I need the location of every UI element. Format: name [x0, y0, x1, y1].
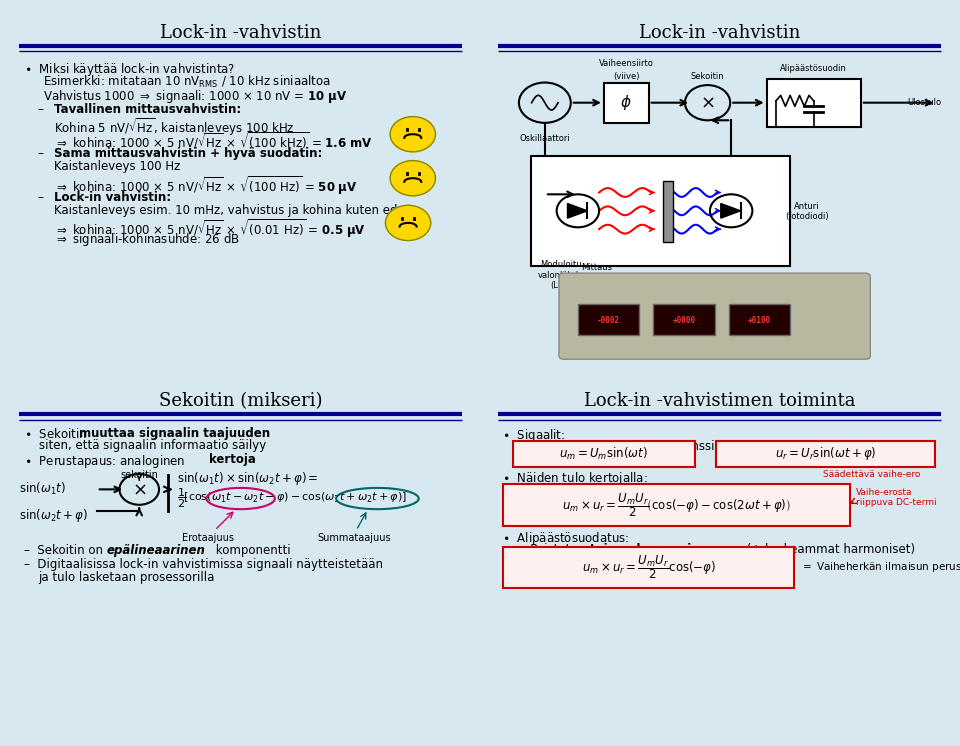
- Text: $\bullet$  Alipäästösuodatus:: $\bullet$ Alipäästösuodatus:: [502, 530, 630, 548]
- FancyBboxPatch shape: [604, 83, 649, 123]
- FancyBboxPatch shape: [662, 181, 673, 242]
- FancyBboxPatch shape: [654, 304, 714, 336]
- Text: –: –: [37, 147, 51, 160]
- Text: Kaistanleveys esim. 10 mHz, vahvistus ja kohina kuten ed.: Kaistanleveys esim. 10 mHz, vahvistus ja…: [55, 204, 401, 217]
- Text: $\phi$: $\phi$: [620, 93, 632, 112]
- Text: –  Erikoistapaus, koska molemmat samalla taajuudella: – Erikoistapaus, koska molemmat samalla …: [516, 483, 838, 496]
- FancyBboxPatch shape: [729, 304, 790, 336]
- Text: Kaistanleveys 100 Hz: Kaistanleveys 100 Hz: [55, 160, 180, 173]
- Text: Kohina 5 nV/$\sqrt{\mathrm{Hz}}$, kaistanleveys 100 kHz: Kohina 5 nV/$\sqrt{\mathrm{Hz}}$, kaista…: [55, 116, 295, 138]
- Text: $\sin(\omega_1 t)$: $\sin(\omega_1 t)$: [19, 481, 66, 498]
- Text: $\bullet$  Sigaalit:: $\bullet$ Sigaalit:: [502, 427, 565, 444]
- Text: –: –: [37, 103, 51, 116]
- Text: $\bullet$  Miksi käyttää lock-in vahvistinta?: $\bullet$ Miksi käyttää lock-in vahvisti…: [24, 60, 235, 78]
- Text: Erotaajuus: Erotaajuus: [181, 533, 233, 543]
- Text: siten, että signaalin informaatio säilyy: siten, että signaalin informaatio säilyy: [24, 439, 266, 452]
- Text: muuttaa signaalin taajuuden: muuttaa signaalin taajuuden: [80, 427, 271, 440]
- Text: ja tulo lasketaan prosessorilla: ja tulo lasketaan prosessorilla: [37, 571, 214, 583]
- Text: Lock-in -vahvistin: Lock-in -vahvistin: [160, 24, 322, 42]
- Text: –  Sekoitin on: – Sekoitin on: [24, 545, 107, 557]
- FancyBboxPatch shape: [503, 547, 794, 588]
- Text: $\times$: $\times$: [700, 94, 715, 112]
- Text: Sekoitin: Sekoitin: [691, 72, 725, 81]
- Text: $u_m \times u_r = \dfrac{U_m U_r}{2}\cos(-\varphi)$: $u_m \times u_r = \dfrac{U_m U_r}{2}\cos…: [582, 554, 716, 581]
- Text: Vaihe-erosta
riippuva DC-termi: Vaihe-erosta riippuva DC-termi: [856, 488, 937, 507]
- Text: $\times$: $\times$: [132, 480, 147, 498]
- Text: Lock-in vahvistin:: Lock-in vahvistin:: [55, 191, 172, 204]
- Text: $\Rightarrow$ kohina: 1000 $\times$ 5 nV/$\sqrt{\mathrm{Hz}}$ $\times$ $\sqrt{\m: $\Rightarrow$ kohina: 1000 $\times$ 5 nV…: [55, 130, 372, 151]
- Circle shape: [385, 205, 431, 240]
- Text: –  Poistetaan: – Poistetaan: [516, 543, 595, 557]
- Text: Lock-in -vahvistin: Lock-in -vahvistin: [638, 24, 800, 42]
- Text: (viive): (viive): [613, 72, 639, 81]
- Text: –: –: [37, 191, 51, 204]
- FancyBboxPatch shape: [513, 441, 695, 467]
- FancyBboxPatch shape: [559, 273, 871, 360]
- Text: $\bullet$  Sekoitin: $\bullet$ Sekoitin: [24, 427, 87, 441]
- Text: –  Modulointisignaali ja referenssisignaali samalla taajuudella: – Modulointisignaali ja referenssisignaa…: [516, 440, 879, 453]
- Text: Säädettävä vaihe-ero: Säädettävä vaihe-ero: [823, 470, 921, 480]
- Polygon shape: [721, 204, 740, 218]
- Text: $u_m = U_m\sin(\omega t)$: $u_m = U_m\sin(\omega t)$: [560, 446, 648, 462]
- FancyBboxPatch shape: [503, 484, 851, 526]
- Text: $\dfrac{1}{2}\!\left[\cos(\omega_1 t-\omega_2 t-\varphi)-\cos(\omega_1 t+\omega_: $\dfrac{1}{2}\!\left[\cos(\omega_1 t-\om…: [177, 487, 407, 510]
- Text: sekoitin: sekoitin: [120, 470, 158, 480]
- Text: (+ korkeammat harmoniset): (+ korkeammat harmoniset): [743, 543, 915, 557]
- Text: Anturi
(fotodiodi): Anturi (fotodiodi): [785, 201, 828, 221]
- Text: $\Rightarrow$ kohina: 1000 $\times$ 5 nV/$\sqrt{\mathrm{Hz}}$ $\times$ $\sqrt{\m: $\Rightarrow$ kohina: 1000 $\times$ 5 nV…: [55, 218, 366, 240]
- FancyBboxPatch shape: [531, 156, 790, 266]
- Text: kertoja: kertoja: [209, 453, 256, 466]
- Text: Mittaus: Mittaus: [581, 263, 612, 272]
- Text: Vaiheensiirto: Vaiheensiirto: [599, 59, 654, 68]
- Text: $u_r = U_r\sin(\omega t + \varphi)$: $u_r = U_r\sin(\omega t + \varphi)$: [775, 445, 876, 463]
- Text: Tavallinen mittausvahvistin:: Tavallinen mittausvahvistin:: [55, 103, 242, 116]
- Text: $\sin(\omega_1 t)\times\sin(\omega_2 t+\varphi) =$: $\sin(\omega_1 t)\times\sin(\omega_2 t+\…: [177, 470, 319, 487]
- FancyBboxPatch shape: [766, 79, 861, 127]
- Text: Lock-in -vahvistimen toiminta: Lock-in -vahvistimen toiminta: [584, 392, 855, 410]
- Text: Summataajuus: Summataajuus: [317, 533, 391, 543]
- Text: Moduloitu
valonlähde
(LED): Moduloitu valonlähde (LED): [539, 260, 585, 290]
- FancyBboxPatch shape: [578, 304, 639, 336]
- Text: $\sin(\omega_2 t + \varphi)$: $\sin(\omega_2 t + \varphi)$: [19, 507, 88, 524]
- Text: Esimerkki: mitataan 10 nV$_\mathrm{RMS}$ / 10 kHz siniaaltoa: Esimerkki: mitataan 10 nV$_\mathrm{RMS}$…: [42, 74, 330, 90]
- Text: Oskillaattori: Oskillaattori: [519, 134, 570, 142]
- Text: Alipäästösuodin: Alipäästösuodin: [780, 64, 847, 73]
- Text: $u_m \times u_r = \dfrac{U_m U_r}{2}\!\left(\cos(-\varphi)-\cos(2\omega t+\varph: $u_m \times u_r = \dfrac{U_m U_r}{2}\!\l…: [563, 491, 791, 519]
- Text: -0002: -0002: [597, 316, 620, 325]
- Text: Sama mittausvahvistin + hyvä suodatin:: Sama mittausvahvistin + hyvä suodatin:: [55, 147, 323, 160]
- Text: $\Rightarrow$ signaali-kohinasuhde: 26 dB: $\Rightarrow$ signaali-kohinasuhde: 26 d…: [55, 231, 240, 248]
- Circle shape: [390, 116, 436, 151]
- Text: epälineaarinen: epälineaarinen: [107, 545, 205, 557]
- Text: $\Rightarrow$ kohina: 1000 $\times$ 5 nV/$\sqrt{\mathrm{Hz}}$ $\times$ $\sqrt{\m: $\Rightarrow$ kohina: 1000 $\times$ 5 nV…: [55, 174, 358, 196]
- Text: toinen harmoninen: toinen harmoninen: [589, 543, 715, 557]
- Text: $=$ Vaiheherkän ilmaisun perusyhtälö: $=$ Vaiheherkän ilmaisun perusyhtälö: [800, 560, 960, 574]
- Text: Vahvistus 1000 $\Rightarrow$ signaali: 1000 $\times$ 10 nV = $\mathbf{10\ \mu V}: Vahvistus 1000 $\Rightarrow$ signaali: 1…: [42, 88, 347, 104]
- Text: $\bullet$  Perustapaus: analoginen: $\bullet$ Perustapaus: analoginen: [24, 453, 186, 470]
- Text: Sekoitin (mikseri): Sekoitin (mikseri): [159, 392, 323, 410]
- Circle shape: [390, 160, 436, 195]
- Text: +0000: +0000: [672, 316, 696, 325]
- FancyBboxPatch shape: [715, 441, 935, 467]
- Text: komponentti: komponentti: [212, 545, 291, 557]
- Text: +0100: +0100: [748, 316, 771, 325]
- Text: –  Digitaalisissa lock-in vahvistimissa signaali näytteistetään: – Digitaalisissa lock-in vahvistimissa s…: [24, 558, 383, 571]
- Text: Ulostulo: Ulostulo: [907, 98, 941, 107]
- Polygon shape: [567, 204, 588, 218]
- Text: $\bullet$  Näiden tulo kertojalla:: $\bullet$ Näiden tulo kertojalla:: [502, 470, 648, 487]
